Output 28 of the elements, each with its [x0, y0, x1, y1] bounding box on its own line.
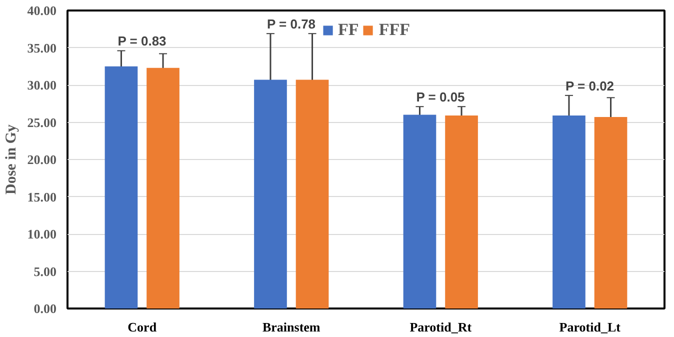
- bar: [104, 66, 138, 308]
- x-tick-label: Parotid_Lt: [559, 320, 622, 334]
- y-tick-label: 20.00: [27, 152, 56, 167]
- bar: [403, 114, 436, 308]
- bar: [445, 116, 478, 308]
- x-tick-label: Cord: [128, 320, 158, 334]
- annotation: P = 0.83: [118, 34, 166, 49]
- legend-label: FF: [338, 20, 359, 40]
- annotation: P = 0.78: [266, 16, 316, 32]
- y-axis-title: Dose in Gy: [3, 124, 20, 194]
- bar: [254, 80, 287, 308]
- bar: [594, 117, 628, 308]
- legend-label: FFF: [378, 20, 410, 40]
- bar: [552, 116, 586, 308]
- x-tick-label: Parotid_Rt: [410, 320, 472, 334]
- annotation: P = 0.05: [416, 90, 465, 105]
- y-tick-label: 25.00: [27, 114, 56, 130]
- y-tick-label: 5.00: [34, 264, 56, 279]
- y-tick-label: 40.00: [27, 3, 56, 18]
- y-tick-label: 0.00: [34, 301, 56, 316]
- bar: [146, 68, 180, 308]
- annotation: P = 0.02: [565, 78, 614, 94]
- y-tick-label: 35.00: [27, 40, 56, 56]
- x-tick-label: Brainstem: [262, 320, 320, 334]
- y-tick-label: 30.00: [27, 78, 56, 92]
- bar: [296, 80, 329, 308]
- y-tick-label: 10.00: [27, 226, 56, 242]
- y-tick-label: 15.00: [27, 189, 56, 204]
